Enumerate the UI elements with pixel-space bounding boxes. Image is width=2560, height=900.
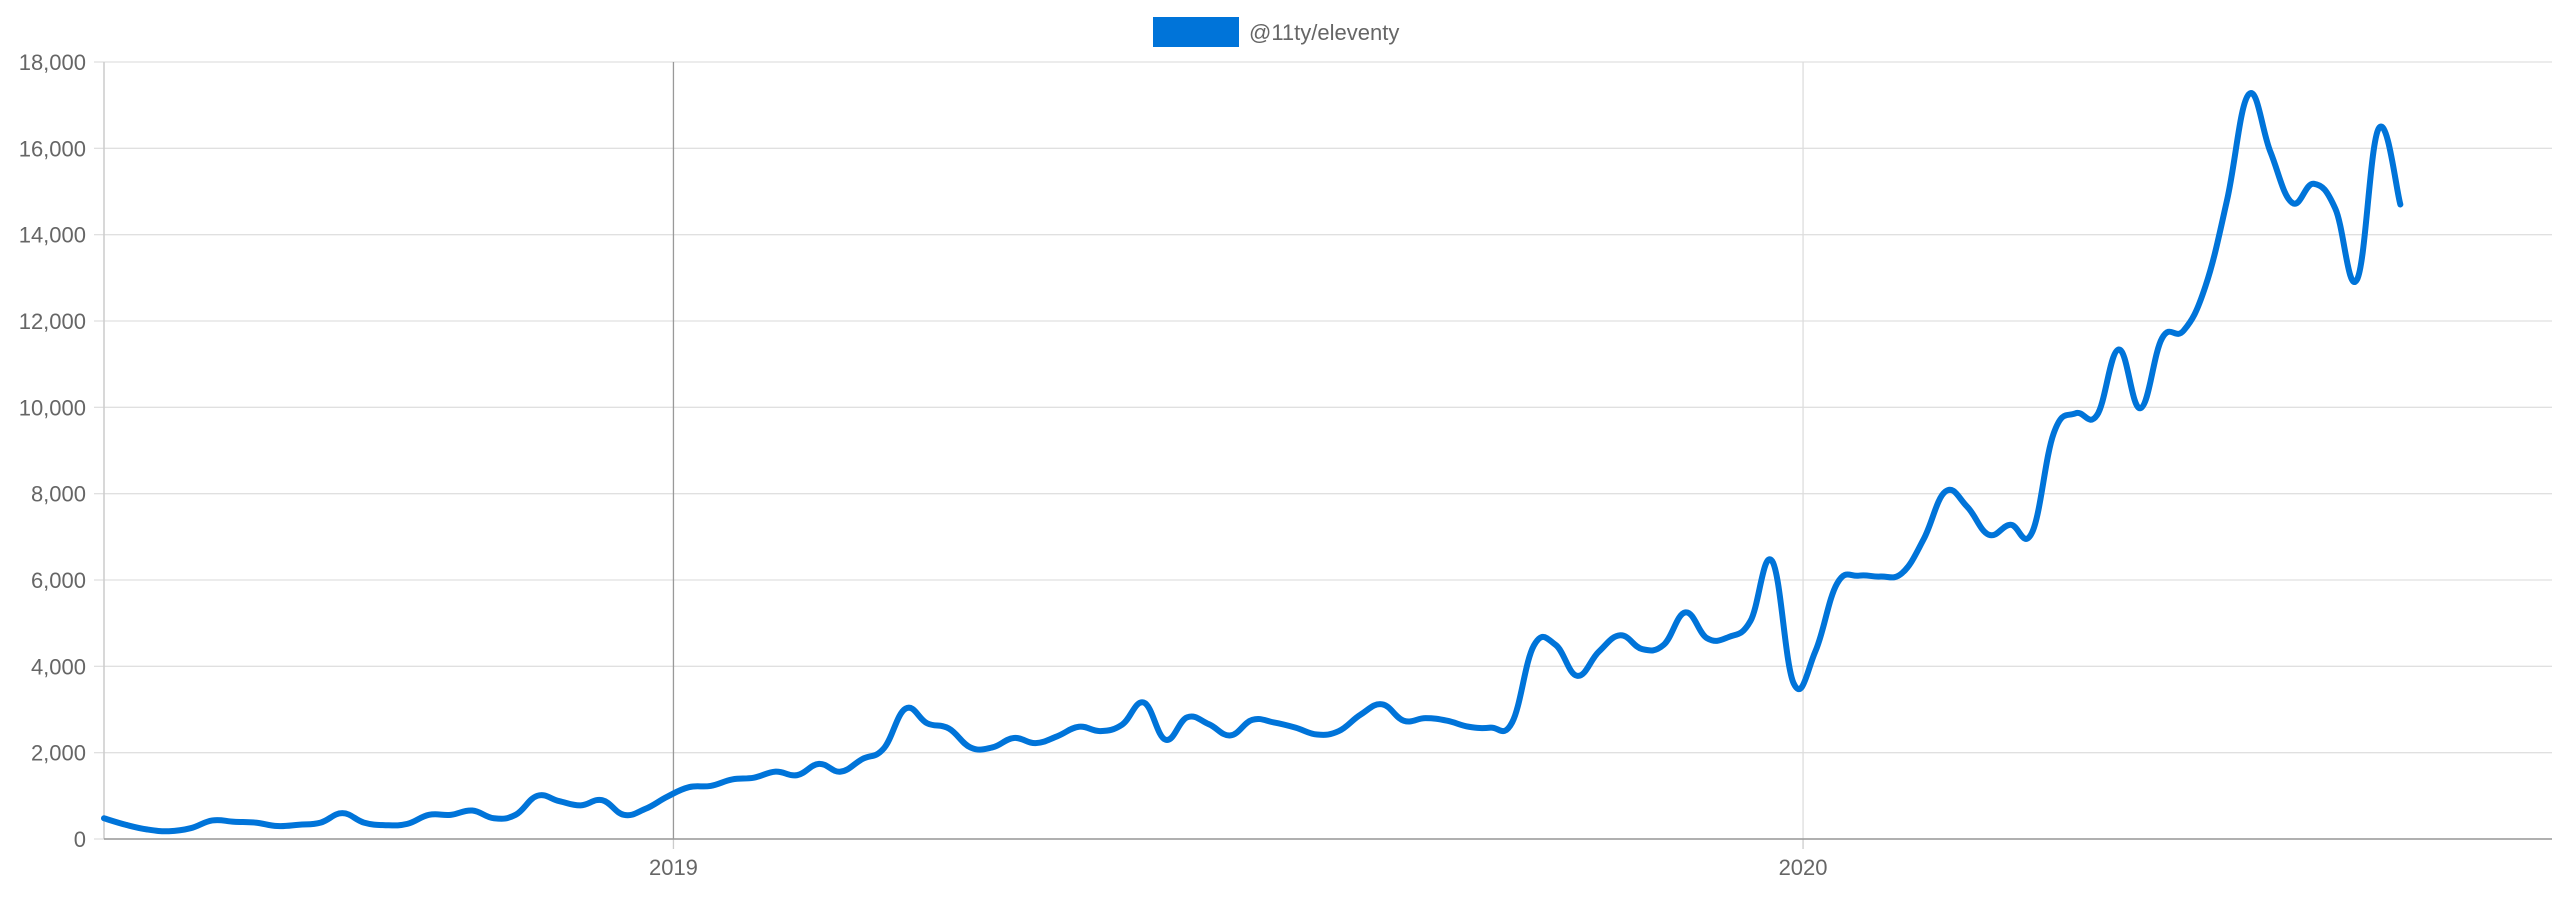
legend-label[interactable]: @11ty/eleventy (1249, 20, 1399, 45)
legend[interactable]: @11ty/eleventy (1153, 17, 1399, 47)
grid (104, 61, 2552, 840)
x-tick-label: 2019 (649, 855, 698, 880)
y-tick-label: 10,000 (19, 395, 86, 420)
axes: 0 2,000 4,000 6,000 8,000 10,000 12,000 14,000 1… (19, 50, 2552, 880)
y-tick-label: 2,000 (31, 741, 86, 766)
y-tick-label: 6,000 (31, 568, 86, 593)
y-tick-label: 16,000 (19, 136, 86, 161)
y-tick-label: 0 (74, 827, 86, 852)
y-tick-label: 12,000 (19, 309, 86, 334)
series-layer (101, 90, 2404, 835)
legend-swatch[interactable] (1153, 17, 1239, 47)
y-tick-label: 8,000 (31, 482, 86, 507)
x-tick-label: 2020 (1779, 855, 1828, 880)
series-line-eleventy[interactable] (101, 90, 2404, 835)
y-tick-label: 14,000 (19, 223, 86, 248)
y-tick-label: 4,000 (31, 654, 86, 679)
y-tick-label: 18,000 (19, 50, 86, 75)
